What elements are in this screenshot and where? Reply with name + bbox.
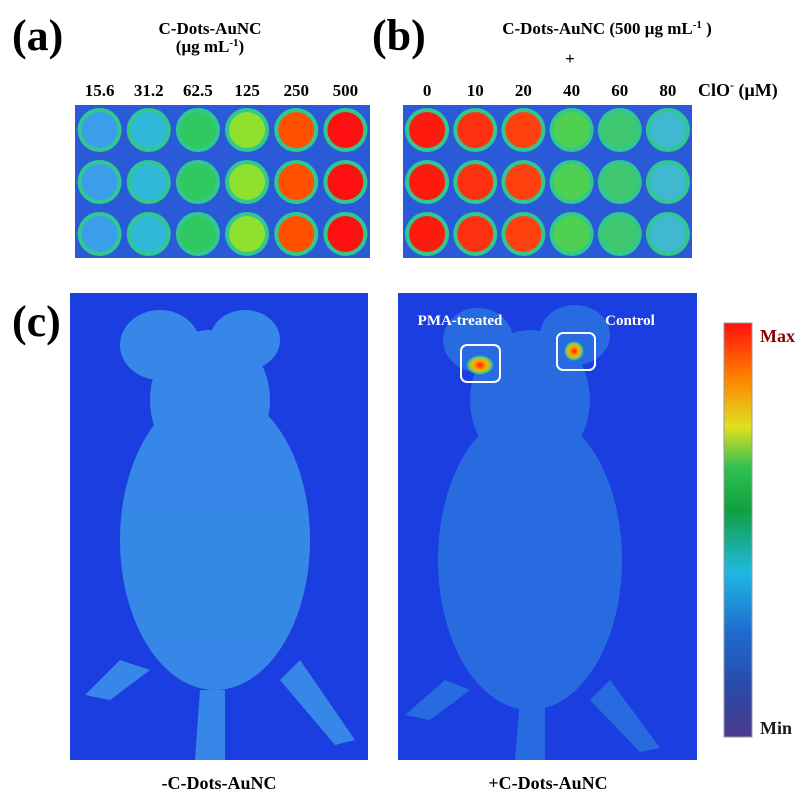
hotspot <box>466 355 494 375</box>
spot-label: PMA-treated <box>418 313 503 329</box>
well-core <box>90 224 110 244</box>
well-core <box>562 120 582 140</box>
well-core <box>610 224 630 244</box>
well-core <box>658 172 678 192</box>
concentration-label: 250 <box>284 81 310 100</box>
panel-title: C-Dots-AuNC <box>159 19 262 38</box>
concentration-label: 10 <box>467 81 484 100</box>
concentration-label: 500 <box>333 81 359 100</box>
well-core <box>335 120 355 140</box>
panel-label: (c) <box>12 297 61 346</box>
analyte: ClO- (μM) <box>698 78 778 101</box>
wells <box>78 108 690 256</box>
caption: +C-Dots-AuNC <box>488 773 607 793</box>
concentration-label: 80 <box>659 81 676 100</box>
well-core <box>513 224 533 244</box>
well-core <box>286 224 306 244</box>
well-core <box>610 172 630 192</box>
well-core <box>237 224 257 244</box>
well-core <box>417 120 437 140</box>
plus: + <box>565 49 575 68</box>
panel-label: (a) <box>12 11 63 60</box>
well-core <box>417 172 437 192</box>
well-core <box>513 172 533 192</box>
well-core <box>286 120 306 140</box>
panel-label: (b) <box>372 11 426 60</box>
figure: (a) C-Dots-AuNC (μg mL-1) (b) C-Dots-AuN… <box>0 0 806 796</box>
concentration-label: 60 <box>611 81 628 100</box>
well-core <box>139 172 159 192</box>
well-core <box>465 172 485 192</box>
well-core <box>658 224 678 244</box>
well-core <box>513 120 533 140</box>
well-core <box>237 120 257 140</box>
caption: -C-Dots-AuNC <box>162 773 277 793</box>
well-core <box>562 172 582 192</box>
well-core <box>139 224 159 244</box>
well-core <box>237 172 257 192</box>
well-core <box>465 224 485 244</box>
well-core <box>417 224 437 244</box>
concentration-label: 40 <box>563 81 580 100</box>
unit: (μg mL-1) <box>176 37 244 56</box>
well-core <box>335 224 355 244</box>
well-core <box>90 120 110 140</box>
well-core <box>335 172 355 192</box>
concentration-label: 15.6 <box>85 81 115 100</box>
colorbar-max: Max <box>760 326 795 346</box>
concentration-label: 20 <box>515 81 532 100</box>
well-core <box>188 224 208 244</box>
well-core <box>286 172 306 192</box>
concentration-label: 31.2 <box>134 81 164 100</box>
well-core <box>188 120 208 140</box>
hotspot <box>564 341 584 361</box>
panel-title: C-Dots-AuNC (500 μg mL-1 ) <box>502 19 712 38</box>
well-core <box>610 120 630 140</box>
well-core <box>139 120 159 140</box>
concentration-label: 0 <box>423 81 432 100</box>
well-core <box>188 172 208 192</box>
concentration-label: 62.5 <box>183 81 213 100</box>
well-core <box>658 120 678 140</box>
well-core <box>562 224 582 244</box>
colorbar <box>724 323 752 737</box>
spot-label: Control <box>605 313 655 329</box>
well-core <box>90 172 110 192</box>
colorbar-min: Min <box>760 718 792 738</box>
concentration-label: 125 <box>234 81 260 100</box>
well-core <box>465 120 485 140</box>
